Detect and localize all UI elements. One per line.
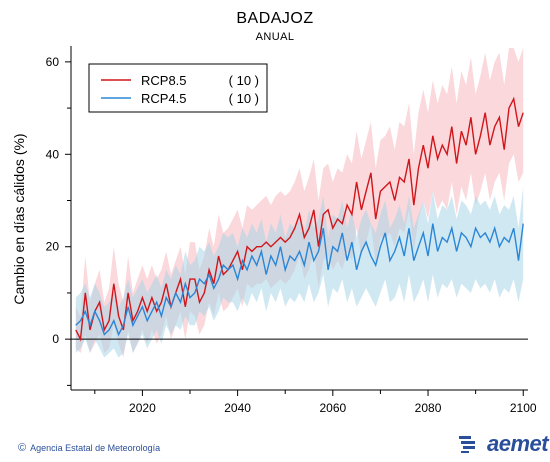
chart-canvas: 020406020202040206020802100AñoCambio en … (11, 46, 537, 415)
aemet-brand-text: aemet (487, 431, 549, 456)
y-tick-label: 20 (46, 240, 60, 254)
x-tick-label: 2020 (129, 401, 156, 415)
x-tick-label: 2060 (319, 401, 346, 415)
chart-subtitle: ANUAL (255, 31, 295, 43)
y-tick-label: 60 (46, 55, 60, 69)
aemet-logo: aemet (458, 431, 549, 457)
legend-count: ( 10 ) (229, 91, 259, 106)
band-rcp45 (75, 186, 524, 358)
x-tick-label: 2040 (224, 401, 251, 415)
legend-count: ( 10 ) (229, 73, 259, 88)
x-tick-label: 2080 (415, 401, 442, 415)
credit-text: Agencia Estatal de Meteorología (30, 443, 161, 453)
line-rcp85 (75, 96, 524, 342)
y-axis-label: Cambio en días cálidos (%) (11, 133, 27, 304)
y-tick-label: 0 (52, 332, 59, 346)
copyright-icon: © (18, 442, 27, 454)
line-rcp45 (75, 223, 524, 337)
x-tick-label: 2100 (510, 401, 537, 415)
credit-footer: © Agencia Estatal de Meteorología (18, 442, 160, 454)
legend-label: RCP4.5 (141, 91, 187, 106)
legend-box (88, 63, 268, 113)
y-tick-label: 40 (46, 147, 60, 161)
aemet-logo-icon (459, 436, 475, 453)
chart-title: BADAJOZ (236, 10, 314, 27)
legend-label: RCP8.5 (141, 73, 187, 88)
